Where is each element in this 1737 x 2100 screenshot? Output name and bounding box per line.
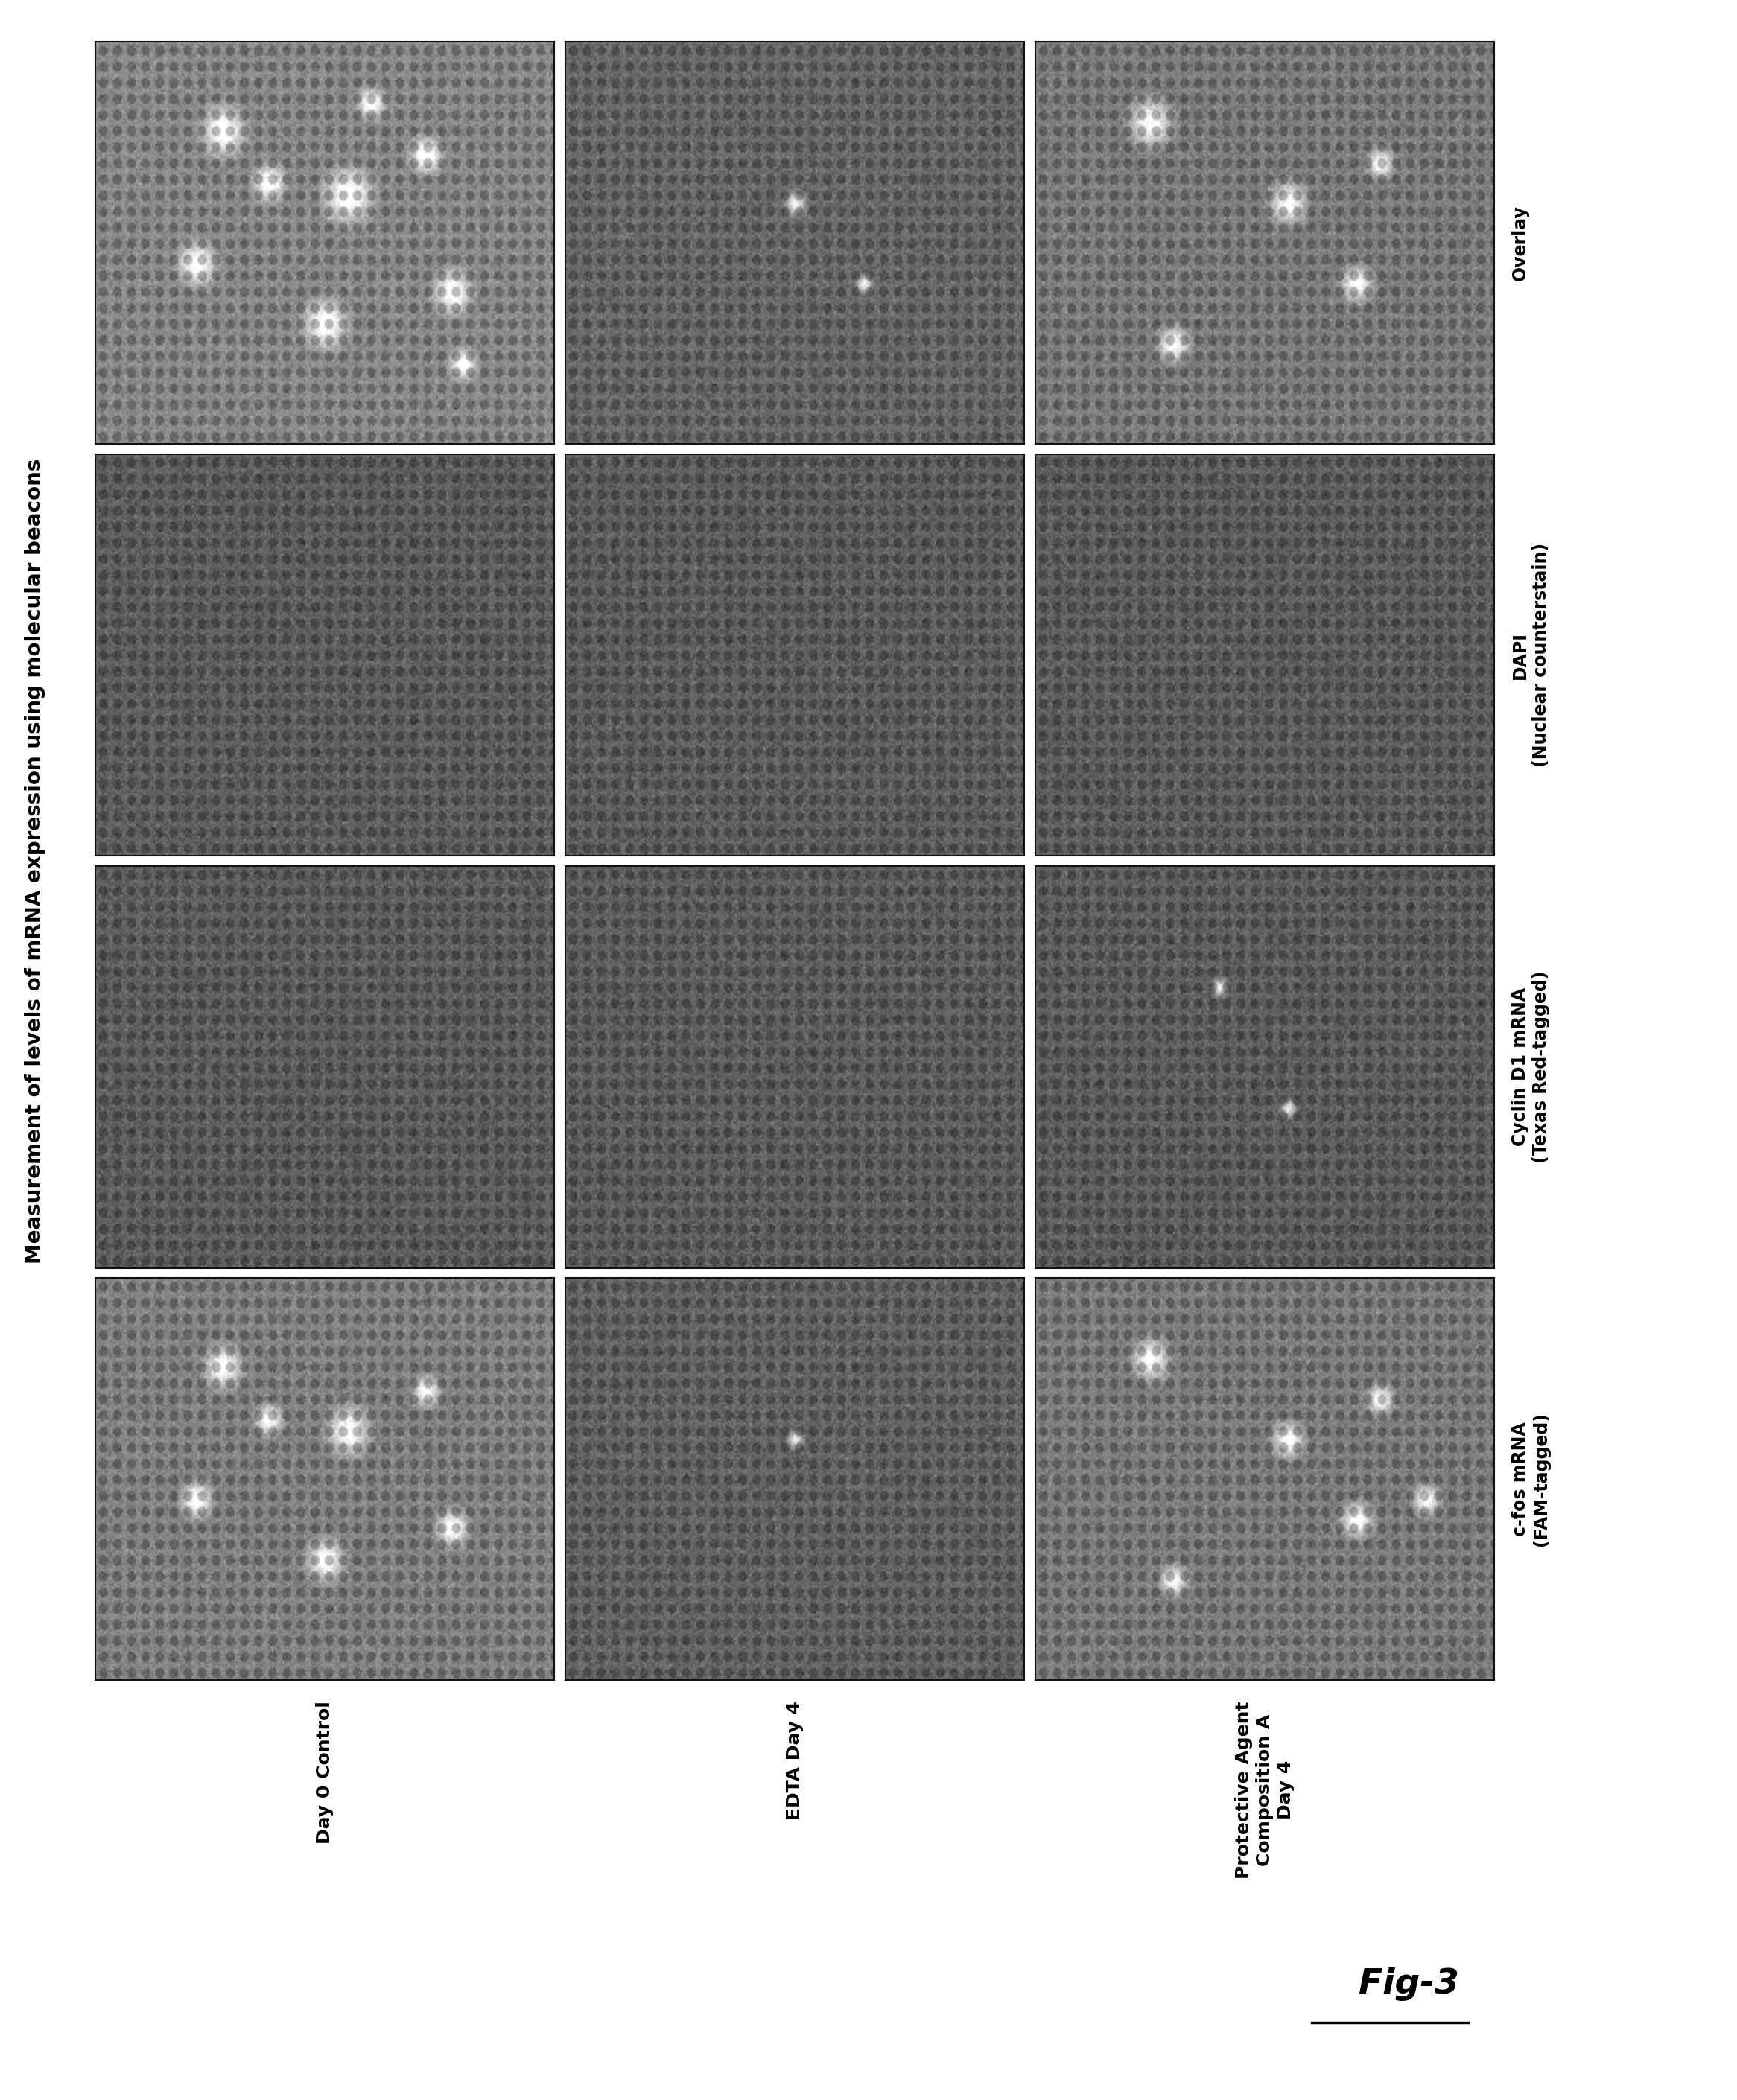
Text: Measurement of levels of mRNA expression using molecular beacons: Measurement of levels of mRNA expression… bbox=[24, 458, 45, 1264]
Text: EDTA Day 4: EDTA Day 4 bbox=[785, 1701, 804, 1821]
Text: Day 0 Control: Day 0 Control bbox=[316, 1701, 334, 1844]
Text: Cyclin D1 mRNA
(Texas Red-tagged): Cyclin D1 mRNA (Texas Red-tagged) bbox=[1511, 970, 1549, 1163]
Text: c-fos mRNA
(FAM-tagged): c-fos mRNA (FAM-tagged) bbox=[1511, 1411, 1549, 1546]
Text: Protective Agent
Composition A
Day 4: Protective Agent Composition A Day 4 bbox=[1235, 1701, 1294, 1880]
Text: Overlay: Overlay bbox=[1511, 206, 1529, 281]
Text: DAPI
(Nuclear counterstain): DAPI (Nuclear counterstain) bbox=[1511, 544, 1549, 766]
Text: Fig-3: Fig-3 bbox=[1358, 1968, 1459, 2001]
